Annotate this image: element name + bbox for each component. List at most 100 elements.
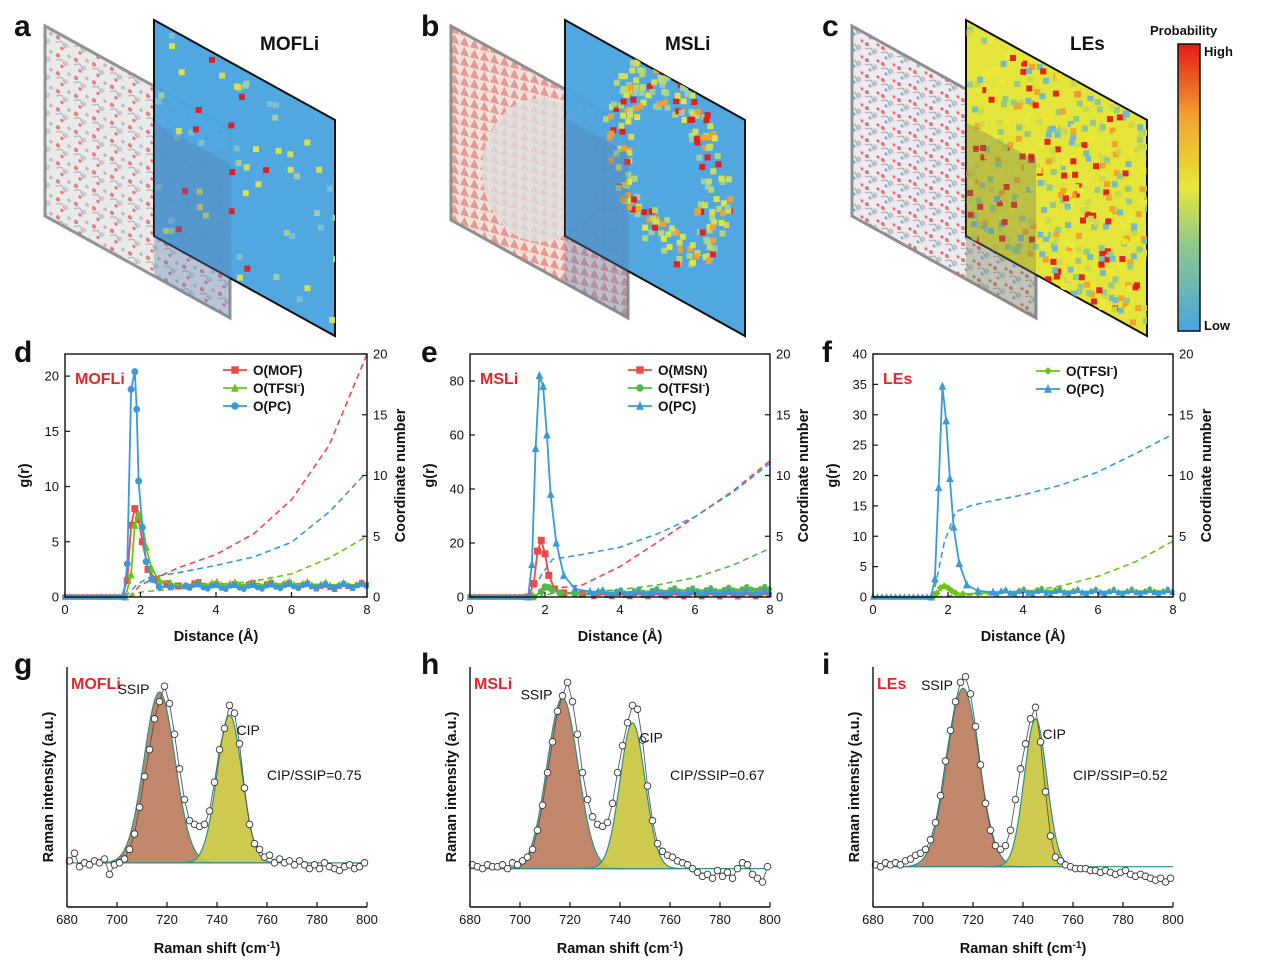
rdf-curve [65, 371, 367, 598]
probability-spot [1141, 144, 1147, 151]
x-tick-label: 680 [459, 912, 481, 927]
probability-spot [1103, 189, 1110, 196]
probability-spot [1127, 148, 1134, 155]
data-point [949, 522, 958, 531]
probability-spot [628, 84, 634, 91]
data-point [559, 570, 568, 579]
probability-spot [681, 116, 688, 123]
probability-spot [611, 101, 617, 108]
probability-spot [647, 83, 653, 90]
data-point [667, 588, 674, 595]
probability-spot [653, 218, 660, 225]
data-point [942, 416, 950, 425]
sample-tag: MSLi [474, 676, 512, 693]
probability-spot [673, 261, 680, 268]
probability-spot [1121, 238, 1128, 245]
probability-spot [1107, 251, 1114, 258]
data-point [1124, 587, 1131, 595]
data-point [155, 575, 164, 584]
probability-spot [976, 220, 983, 227]
data-point [209, 583, 215, 589]
probability-spot [696, 154, 703, 161]
data-point [145, 745, 154, 754]
probability-spot [1087, 95, 1094, 102]
data-point [318, 582, 324, 589]
data-point [989, 587, 997, 596]
probability-spot [642, 235, 649, 242]
probability-spot [1042, 115, 1049, 121]
probability-spot [1131, 223, 1137, 230]
data-point [668, 853, 677, 861]
fit-peak [96, 691, 222, 864]
x-tick-label: 680 [862, 912, 884, 927]
colorbar-gradient [1177, 43, 1201, 332]
probability-spot [272, 114, 279, 121]
fit-peak [499, 697, 625, 870]
probability-spot [1070, 80, 1077, 87]
probability-spot [652, 221, 658, 228]
data-point [549, 586, 556, 594]
probability-spot [1127, 263, 1134, 270]
probability-spot [1067, 266, 1074, 273]
cip-ssip-ratio: CIP/SSIP=0.67 [670, 767, 765, 783]
chart-g: g 680 700 720 740 760 780 800 Raman shift (cm-1)… [14, 648, 378, 957]
data-point [282, 582, 288, 589]
y-axis-label: Raman intensity (a.u.) [41, 712, 57, 863]
data-point [205, 807, 214, 815]
probability-spot [1041, 230, 1048, 237]
probability-spot [1119, 256, 1126, 262]
probability-spot [692, 128, 699, 135]
probability-spot [273, 102, 279, 109]
probability-spot [980, 87, 987, 94]
probability-spot [1014, 177, 1021, 184]
data-point [231, 383, 239, 392]
probability-spot [1112, 276, 1119, 283]
probability-spot [228, 208, 235, 215]
data-point [683, 861, 692, 869]
probability-spot [625, 171, 632, 178]
probability-spot [708, 186, 715, 193]
probability-spot [1026, 68, 1033, 74]
probability-spot [719, 230, 726, 237]
probability-spot [233, 145, 240, 152]
data-point [340, 580, 347, 587]
probability-spot [1081, 142, 1088, 149]
probability-spot [304, 139, 311, 146]
probability-spot [1049, 147, 1056, 154]
data-point [743, 861, 752, 869]
data-point [703, 588, 710, 596]
x-tick-label: 0 [869, 602, 876, 617]
data-point [748, 870, 757, 879]
probability-spot [1069, 199, 1076, 206]
data-point [981, 799, 990, 808]
probability-spot [1011, 253, 1018, 260]
probability-spot [635, 205, 642, 212]
probability-spot [684, 91, 691, 98]
probability-spot [982, 220, 989, 227]
probability-spot [971, 221, 978, 228]
data-point [225, 701, 234, 710]
data-point [748, 589, 755, 596]
y-axis-label: Raman intensity (a.u.) [847, 712, 863, 863]
probability-spot [979, 182, 985, 189]
probability-spot [997, 212, 1004, 219]
probability-spot [1084, 211, 1091, 218]
probability-spot [971, 234, 978, 241]
probability-spot [1054, 131, 1061, 138]
probability-spot [984, 138, 991, 145]
data-point [931, 574, 939, 583]
x-tick-label: 0 [61, 602, 68, 617]
probability-spot [652, 207, 658, 214]
probability-spot [1025, 97, 1032, 104]
probability-spot [658, 77, 665, 84]
data-point [1074, 585, 1081, 593]
probability-spot [672, 111, 679, 118]
x-tick-label: 6 [1094, 602, 1101, 617]
y-tick-label: 10 [853, 529, 867, 544]
data-point [578, 768, 587, 777]
data-point [635, 586, 642, 594]
data-point [758, 878, 767, 886]
y2-tick-label: 0 [776, 590, 783, 605]
probability-spot [1125, 161, 1132, 168]
